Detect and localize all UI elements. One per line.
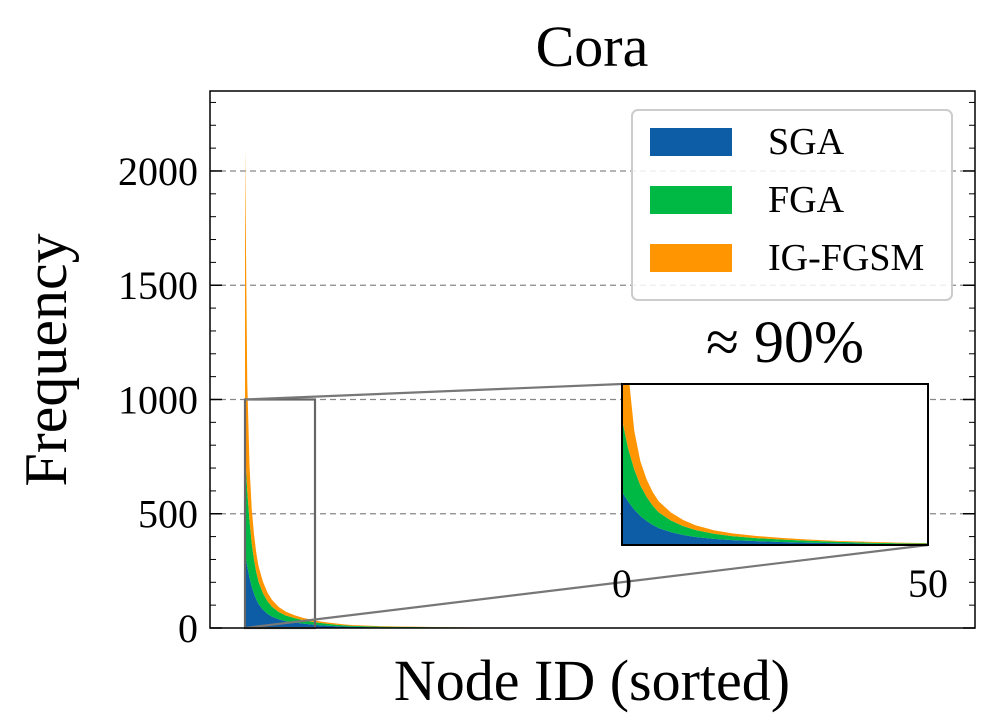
zoom-connector xyxy=(244,382,623,401)
area-sga xyxy=(245,552,538,628)
inset-areas xyxy=(622,384,928,545)
legend-label-ig-fgsm: IG-FGSM xyxy=(768,237,924,279)
inset-frame xyxy=(621,383,929,546)
legend-label-fga: FGA xyxy=(768,179,845,221)
area-ig-fgsm xyxy=(245,148,538,628)
legend-label-sga: SGA xyxy=(768,121,845,163)
y-axis-label: Frequency xyxy=(13,233,79,486)
x-axis-label: Node ID (sorted) xyxy=(394,648,790,713)
stacked-areas xyxy=(245,148,538,628)
annotation-text: ≈ 90% xyxy=(706,309,864,375)
area-fga xyxy=(245,449,538,628)
y-tick-label: 0 xyxy=(178,606,198,651)
legend-swatch-fga xyxy=(650,186,732,214)
legend: SGA FGA IG-FGSM xyxy=(631,109,953,301)
y-tick-label: 1000 xyxy=(118,377,198,422)
inset: 0 50 xyxy=(612,383,948,606)
legend-swatch-sga xyxy=(650,128,732,156)
inset-x-tick-label: 0 xyxy=(612,561,632,606)
plot-frame xyxy=(209,90,976,629)
inset-x-tick-label: 50 xyxy=(908,561,948,606)
legend-swatch-ig-fgsm xyxy=(650,244,732,272)
zoom-indicator xyxy=(243,382,929,630)
zoom-connector xyxy=(244,543,929,630)
y-tick-label: 1500 xyxy=(118,263,198,308)
area-sga xyxy=(622,491,928,545)
y-tick-label: 500 xyxy=(138,492,198,537)
chart-title: Cora xyxy=(536,14,649,79)
grid xyxy=(210,170,975,515)
y-tick-label: 2000 xyxy=(118,149,198,194)
